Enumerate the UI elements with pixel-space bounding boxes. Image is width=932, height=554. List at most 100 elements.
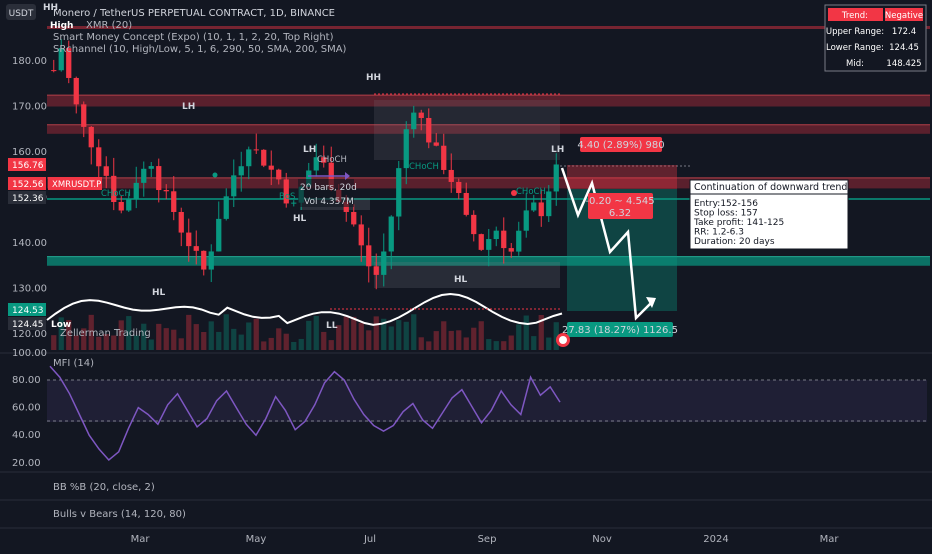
candle-body xyxy=(411,112,417,130)
volume-bar xyxy=(291,341,297,350)
price-tag: 152.36 xyxy=(12,194,44,204)
volume-bar xyxy=(73,335,79,350)
volume-bar xyxy=(381,318,387,350)
candle-body xyxy=(441,145,447,170)
candle-body xyxy=(141,168,147,183)
volume-bar xyxy=(546,337,552,350)
trend-value: 124.45 xyxy=(889,43,919,53)
volume-bar xyxy=(486,339,492,350)
indicator-legend: SRchannel (10, High/Low, 5, 1, 6, 290, 5… xyxy=(53,44,347,55)
volume-bar xyxy=(538,314,544,350)
low-label: Low xyxy=(51,320,71,330)
trend-value: 148.425 xyxy=(886,59,921,69)
candle-body xyxy=(418,112,424,118)
candle-body xyxy=(238,166,244,176)
volume-bar xyxy=(111,335,117,350)
candle-body xyxy=(546,191,552,217)
candle-body xyxy=(246,149,252,167)
note-line: Entry:152-156 xyxy=(694,199,758,209)
volume-bar xyxy=(126,316,132,350)
candle-body xyxy=(493,230,499,240)
volume-bar xyxy=(81,328,87,350)
price-tag-bg xyxy=(8,317,46,330)
volume-bar xyxy=(66,320,72,350)
trend-key: Trend: xyxy=(841,11,868,21)
candle-body xyxy=(463,192,469,215)
volume-bar xyxy=(351,316,357,350)
structure-label: LL xyxy=(326,321,338,331)
candle-body xyxy=(486,239,492,250)
volume-bars xyxy=(51,314,559,350)
volume-bar xyxy=(238,334,244,350)
watermark: Zellerman Trading xyxy=(60,328,151,339)
currency-badge-bg xyxy=(6,4,36,20)
candle-body xyxy=(501,230,507,249)
arrow-head xyxy=(646,297,656,308)
choch-label: CHoCH xyxy=(101,189,131,199)
price-tag-bg xyxy=(8,158,46,171)
volume-bar xyxy=(493,341,499,350)
candle-body xyxy=(388,216,394,252)
chart-title: Monero / TetherUS PERPETUAL CONTRACT, 1D… xyxy=(53,8,335,19)
currency-icon-inner xyxy=(559,336,567,344)
candle-body xyxy=(426,117,432,143)
candle-body xyxy=(381,251,387,275)
high-label: High xyxy=(50,21,73,31)
volume-bar xyxy=(298,338,304,350)
candle-body xyxy=(96,147,102,167)
candle-body xyxy=(148,166,154,169)
x-tick: Nov xyxy=(592,534,612,545)
symbol-tag: XMRUSDT.P xyxy=(52,180,101,190)
sr-zone xyxy=(47,95,930,107)
candle-body xyxy=(306,170,312,187)
candle-body xyxy=(276,169,282,180)
volume-bar xyxy=(208,321,214,350)
volume-bar xyxy=(88,314,94,350)
candle-body xyxy=(283,179,289,204)
volume-bar xyxy=(171,329,177,350)
candle-body xyxy=(538,202,544,217)
volume-bar xyxy=(306,320,312,350)
volume-bar xyxy=(508,335,514,350)
trend-key: Upper Range: xyxy=(826,27,884,37)
volume-bar xyxy=(313,315,319,350)
candle-body xyxy=(201,250,207,270)
candle-body xyxy=(253,149,259,151)
volume-bar xyxy=(336,325,342,350)
volume-bar xyxy=(133,335,139,350)
choch-label: CHoCH xyxy=(516,187,546,197)
volume-bar xyxy=(156,323,162,350)
volume-bar xyxy=(246,322,252,350)
trend-key: Lower Range: xyxy=(826,43,884,53)
volume-bar xyxy=(103,334,109,350)
choch-dot xyxy=(511,190,517,196)
candle-body xyxy=(58,48,64,71)
volume-bar xyxy=(373,316,379,350)
currency-badge: USDT xyxy=(9,9,34,19)
candle-body xyxy=(531,202,537,211)
labels: HH LH LH HH LH HL HL HL LL CHoCH CHoCH CHoCH CHoCH Bo… xyxy=(6,3,564,339)
structure-label: HH xyxy=(366,73,381,83)
volume-bar xyxy=(328,340,334,350)
candle-body xyxy=(291,202,297,204)
mid-label-2: 6.32 xyxy=(609,208,631,219)
candle-body xyxy=(358,224,364,246)
price-tick: 170.00 xyxy=(12,102,47,113)
trend-value: 172.4 xyxy=(892,27,916,37)
volume-bar xyxy=(411,314,417,350)
stop-zone xyxy=(567,165,677,189)
volume-bar xyxy=(456,330,462,350)
candle-body xyxy=(231,175,237,197)
volume-bar xyxy=(478,321,484,350)
trend-cell-bg xyxy=(828,8,883,21)
candle-body xyxy=(133,182,139,200)
price-tag-bg xyxy=(8,303,46,316)
note-line: Stop loss: 157 xyxy=(694,209,758,219)
trend-value: Negative xyxy=(885,11,923,21)
price-tick: 100.00 xyxy=(12,348,47,359)
volume-bar xyxy=(426,341,432,350)
volume-bar xyxy=(388,326,394,350)
candle-body xyxy=(51,70,57,72)
price-tag: 124.45 xyxy=(12,320,44,330)
volume-bar xyxy=(531,336,537,350)
